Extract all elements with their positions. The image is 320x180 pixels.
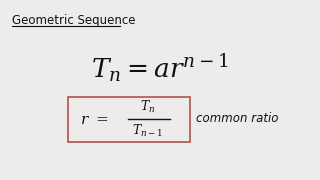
Text: $T_n = ar^{n-1}$: $T_n = ar^{n-1}$ (91, 52, 229, 84)
Text: $r\ =$: $r\ =$ (80, 111, 108, 127)
Text: $T_n$: $T_n$ (140, 99, 156, 115)
Text: $T_{n-1}$: $T_{n-1}$ (132, 123, 164, 139)
Text: Geometric Sequence: Geometric Sequence (12, 14, 135, 27)
Text: common ratio: common ratio (196, 112, 278, 125)
Bar (68, 97, 190, 142)
